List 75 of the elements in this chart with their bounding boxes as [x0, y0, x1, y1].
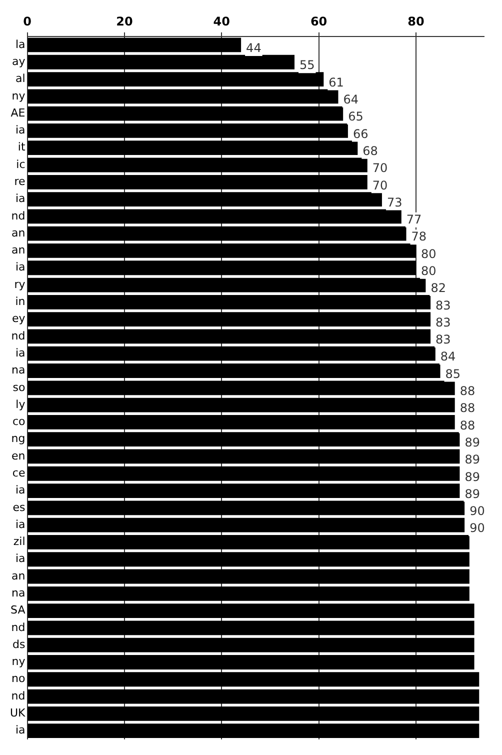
- data-label: 77: [406, 212, 422, 227]
- y-tick-label: in: [15, 295, 26, 308]
- y-tick-label: ia: [15, 724, 26, 737]
- y-tick-label: nd: [11, 209, 26, 222]
- y-tick-label: zil: [13, 535, 26, 548]
- y-tick-label: SA: [10, 604, 26, 617]
- y-tick-label: na: [12, 364, 26, 377]
- y-tick-label: nd: [11, 329, 26, 342]
- x-tick-label: 80: [408, 14, 424, 28]
- y-tick-label: ds: [12, 638, 26, 651]
- y-tick-label: ry: [14, 278, 26, 291]
- y-tick-label: ce: [12, 466, 26, 480]
- y-tick-label: ny: [12, 89, 26, 102]
- y-tick-label: UK: [10, 706, 26, 720]
- data-label: 80: [420, 264, 436, 278]
- data-label: 64: [343, 92, 359, 107]
- data-label: 85: [445, 366, 461, 381]
- data-label: 90: [470, 521, 485, 536]
- y-tick-label: ey: [12, 312, 26, 326]
- y-tick-label: al: [15, 72, 26, 86]
- y-tick-label: ng: [11, 432, 26, 446]
- data-label: 55: [300, 58, 315, 72]
- x-tick-label: 20: [116, 14, 133, 28]
- y-tick-label: la: [15, 38, 26, 51]
- y-tick-label: ia: [15, 484, 26, 497]
- y-tick-label: en: [12, 449, 26, 462]
- data-label: 83: [436, 332, 451, 347]
- y-tick-label: ia: [15, 124, 26, 137]
- x-tick-label: 0: [23, 14, 32, 28]
- data-label: 88: [460, 384, 476, 398]
- data-label: 88: [460, 401, 476, 416]
- y-tick-label: ia: [15, 260, 26, 274]
- y-tick-label: co: [12, 415, 26, 428]
- data-label: 70: [372, 178, 388, 192]
- data-label: 70: [372, 161, 388, 176]
- y-tick-label: ia: [15, 518, 26, 531]
- data-label: 68: [362, 144, 378, 158]
- data-label: 73: [386, 195, 402, 210]
- y-tick-label: no: [12, 672, 26, 686]
- x-tick-label: 60: [310, 14, 328, 28]
- data-label: 89: [464, 452, 480, 467]
- data-label: 89: [464, 486, 480, 501]
- data-label: 89: [464, 435, 480, 450]
- y-tick-label: an: [12, 226, 26, 240]
- data-label: 78: [411, 230, 427, 244]
- y-tick-label: an: [12, 244, 26, 257]
- y-tick-label: ia: [15, 346, 26, 360]
- y-tick-label: ny: [12, 655, 26, 668]
- y-tick-label: ay: [12, 54, 26, 68]
- data-label: 90: [470, 504, 485, 518]
- data-label: 83: [436, 298, 451, 312]
- y-tick-label: na: [12, 586, 26, 600]
- data-label: 83: [436, 315, 451, 330]
- y-tick-label: re: [14, 175, 26, 188]
- data-label: 88: [460, 418, 476, 432]
- data-label: 82: [430, 281, 446, 296]
- data-label: 89: [464, 470, 480, 484]
- y-tick-label: ia: [15, 192, 26, 206]
- y-tick-label: an: [12, 569, 26, 582]
- data-label: 80: [420, 246, 436, 261]
- x-tick-label: 40: [213, 14, 230, 28]
- y-tick-label: ic: [16, 158, 26, 171]
- data-label: 66: [352, 126, 368, 141]
- y-tick-label: it: [18, 140, 26, 154]
- y-tick-label: so: [12, 380, 26, 394]
- data-label: 61: [328, 75, 344, 90]
- data-label: 44: [246, 41, 262, 56]
- data-label: 65: [348, 110, 364, 124]
- y-tick-label: es: [12, 500, 26, 514]
- data-label: 84: [440, 350, 456, 364]
- y-tick-label: nd: [11, 689, 26, 702]
- y-tick-label: ly: [16, 398, 26, 411]
- y-tick-label: ia: [15, 552, 26, 566]
- y-tick-label: nd: [11, 620, 26, 634]
- y-tick-label: AE: [10, 106, 26, 120]
